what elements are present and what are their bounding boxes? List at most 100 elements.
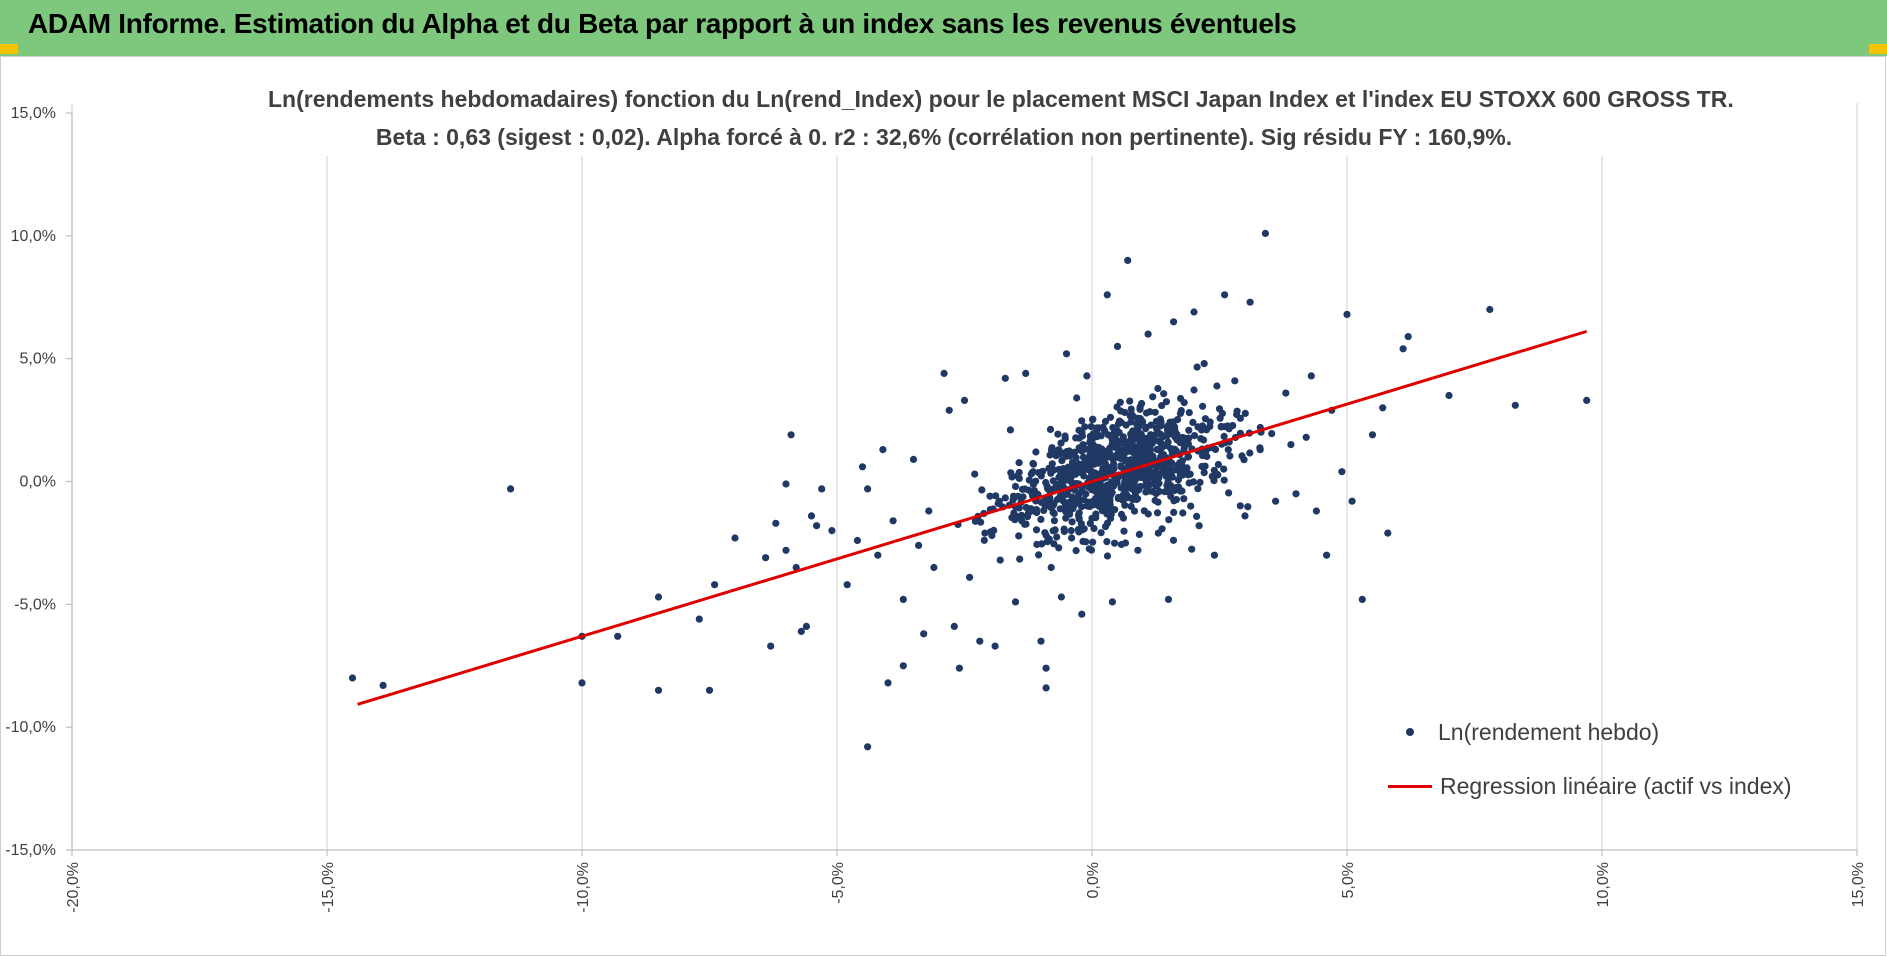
scatter-point [1170,508,1178,516]
scatter-point [731,534,739,542]
scatter-point [1023,513,1032,521]
scatter-point [1184,440,1192,448]
scatter-point [1210,466,1218,474]
scatter-point [1379,404,1387,412]
scatter-point [1165,516,1173,524]
scatter-point [1062,350,1071,358]
scatter-point [1194,485,1202,493]
scatter-point [1338,468,1346,476]
scatter-point [976,637,984,645]
scatter-point [1131,483,1139,491]
scatter-point [1045,535,1053,543]
scatter-point [1047,446,1055,454]
scatter-point [1087,423,1095,431]
scatter-point [955,664,964,672]
scatter-point [1162,398,1170,406]
scatter-point [1203,452,1211,460]
scatter-point [1032,448,1040,456]
scatter-point [1511,401,1519,409]
scatter-point [1226,452,1234,460]
scatter-point [960,396,969,404]
scatter-point [1201,415,1209,423]
scatter-point [992,492,1000,500]
scatter-point [966,573,974,581]
scatter-point [858,463,867,471]
scatter-point [1180,399,1188,407]
scatter-point [1056,505,1064,513]
scatter-point [1146,448,1154,456]
scatter-point [889,517,897,525]
scatter-point [1108,453,1116,461]
scatter-point [1057,449,1066,457]
scatter-point [1127,410,1136,418]
scatter-point [1202,447,1210,455]
scatter-point [1042,478,1050,487]
scatter-point [1113,342,1122,350]
scatter-point [1098,445,1106,453]
y-tick-label: -10,0% [5,719,56,736]
scatter-point [705,686,714,694]
scatter-point [1225,425,1233,433]
scatter-point [1098,453,1106,461]
scatter-point [1158,525,1166,533]
scatter-point [940,369,948,377]
scatter-point [977,518,985,526]
scatter-point [813,522,821,530]
scatter-point [1236,414,1244,422]
scatter-point [1112,475,1120,484]
scatter-point [1161,488,1169,496]
scatter-point [1220,432,1228,440]
scatter-point [1007,469,1015,477]
scatter-point [1073,394,1081,402]
scatter-point [930,563,938,572]
scatter-point [1080,496,1088,504]
scatter-point [864,743,872,751]
scatter-point [1142,423,1150,431]
scatter-point [1152,482,1160,490]
scatter-point [1010,509,1018,517]
scatter-point [1132,495,1141,504]
scatter-point [1210,551,1218,559]
scatter-point [1103,519,1112,527]
scatter-point [1445,391,1453,400]
scatter-point [1047,563,1055,572]
scatter-point [1323,551,1331,559]
scatter-point [1074,464,1082,472]
scatter-point [1015,532,1023,540]
scatter-point [1018,511,1026,519]
scatter-point [1368,431,1377,439]
x-tick-label: 5,0% [1340,862,1357,898]
y-tick-label: 5,0% [20,351,56,368]
scatter-point [1160,451,1168,459]
scatter-point [1348,497,1356,505]
scatter-point [1117,484,1125,492]
scatter-point [1164,595,1173,604]
scatter-point [899,595,907,604]
scatter-point [1130,429,1138,437]
scatter-point [1061,468,1069,476]
header-accent-left [0,44,18,54]
scatter-point [1042,664,1050,672]
y-tick-label: 10,0% [11,228,56,245]
scatter-point [782,546,790,554]
y-tick-label: -15,0% [5,842,56,859]
scatter-point [1028,469,1036,477]
scatter-point [348,674,357,682]
scatter-point [1011,516,1019,524]
scatter-point [1106,498,1114,506]
scatter-point [1164,438,1172,446]
legend-item-scatter: Ln(rendement hebdo) [1388,712,1659,752]
scatter-point [1019,493,1027,501]
scatter-point [1119,514,1127,522]
y-tick-label: 0,0% [20,474,56,491]
scatter-point [1115,448,1123,456]
scatter-point [1040,506,1048,514]
scatter-point [1160,390,1168,398]
scatter-point [1200,360,1208,368]
scatter-point [1221,291,1229,299]
scatter-point [1061,432,1069,440]
scatter-point [981,529,989,537]
scatter-point [991,642,999,650]
scatter-point [1068,493,1076,501]
x-axis-tick-labels: -20,0% -15,0% -10,0% -5,0% 0,0% 5,0% 10,0% 15,0… [65,862,1867,913]
